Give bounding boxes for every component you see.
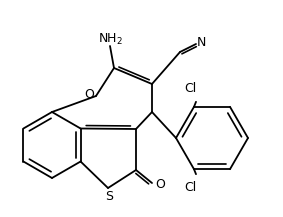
Text: N: N <box>196 36 206 49</box>
Text: Cl: Cl <box>184 82 196 95</box>
Text: NH$_2$: NH$_2$ <box>98 31 123 47</box>
Text: Cl: Cl <box>184 181 196 194</box>
Text: S: S <box>105 191 113 204</box>
Text: O: O <box>84 87 94 100</box>
Text: O: O <box>155 179 165 191</box>
